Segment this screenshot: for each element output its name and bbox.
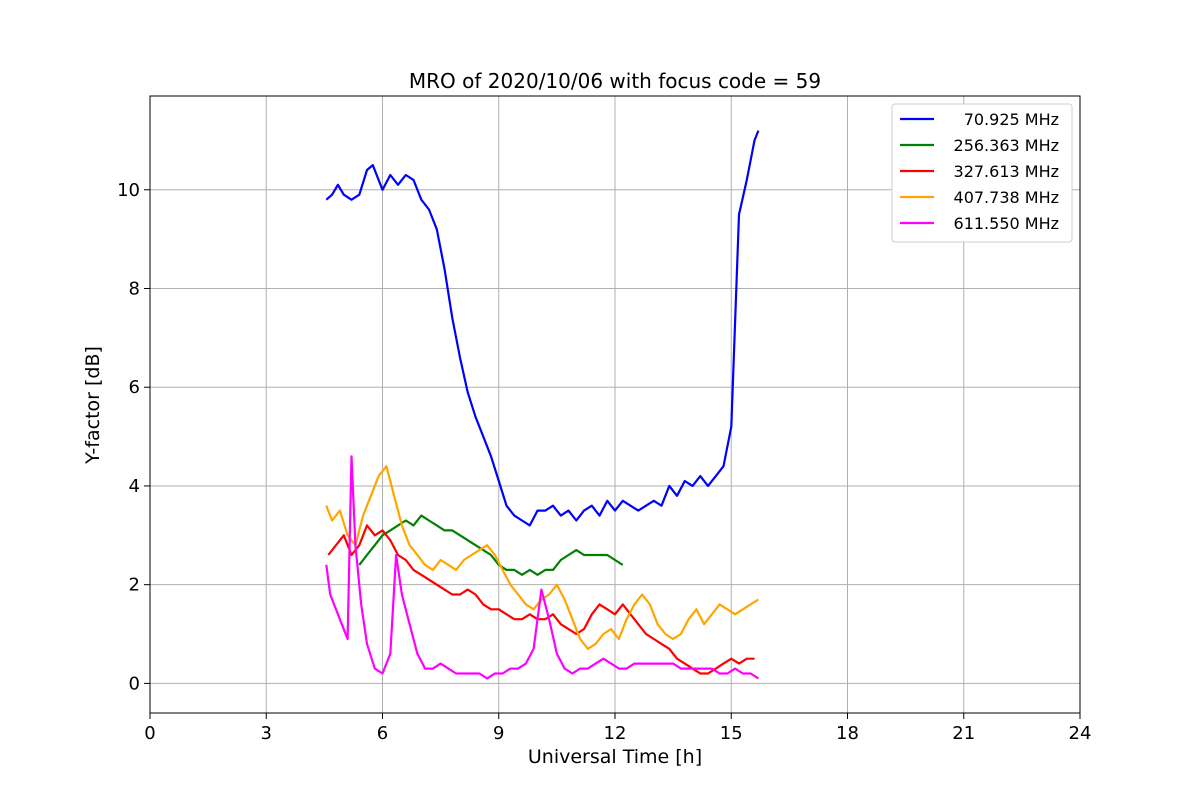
series-line-2 [358, 514, 624, 576]
x-tick-label: 9 [493, 723, 504, 744]
y-tick-label: 2 [129, 575, 140, 596]
series-line-4 [325, 465, 759, 650]
y-tick-label: 8 [129, 279, 140, 300]
x-tick-label: 6 [377, 723, 388, 744]
x-tick-label: 12 [604, 723, 627, 744]
legend-box [891, 103, 1073, 243]
legend-entry: 611.550 MHz [954, 214, 1059, 233]
x-tick-label: 15 [720, 723, 743, 744]
series-line-1 [325, 130, 760, 527]
chart-title: MRO of 2020/10/06 with focus code = 59 [409, 69, 821, 93]
y-tick-label: 0 [129, 673, 140, 694]
x-tick-label: 24 [1069, 723, 1092, 744]
y-tick-label: 6 [129, 377, 140, 398]
series-layer [325, 130, 760, 680]
legend-entry: 256.363 MHz [954, 136, 1059, 155]
series-line-5 [325, 455, 759, 680]
legend-entry: 407.738 MHz [954, 188, 1059, 207]
legend: 70.925 MHz 256.363 MHz 327.613 MHz 407.738 … [891, 103, 1073, 243]
y-tick-label: 10 [117, 180, 140, 201]
x-tick-label: 0 [144, 723, 155, 744]
x-tick-label: 18 [836, 723, 859, 744]
x-tick-label: 21 [952, 723, 975, 744]
x-tick-label: 3 [261, 723, 272, 744]
legend-entry: 70.925 MHz [964, 110, 1059, 129]
legend-entry: 327.613 MHz [954, 162, 1059, 181]
series-line-3 [327, 524, 755, 675]
y-tick-label: 4 [129, 476, 140, 497]
y-axis-ticks: 0 2 4 6 8 10 [117, 180, 150, 694]
x-axis-label: Universal Time [h] [528, 746, 702, 768]
y-axis-label: Y-factor [dB] [82, 346, 104, 465]
x-axis-ticks: 0 3 6 9 12 15 18 21 24 [144, 713, 1091, 744]
